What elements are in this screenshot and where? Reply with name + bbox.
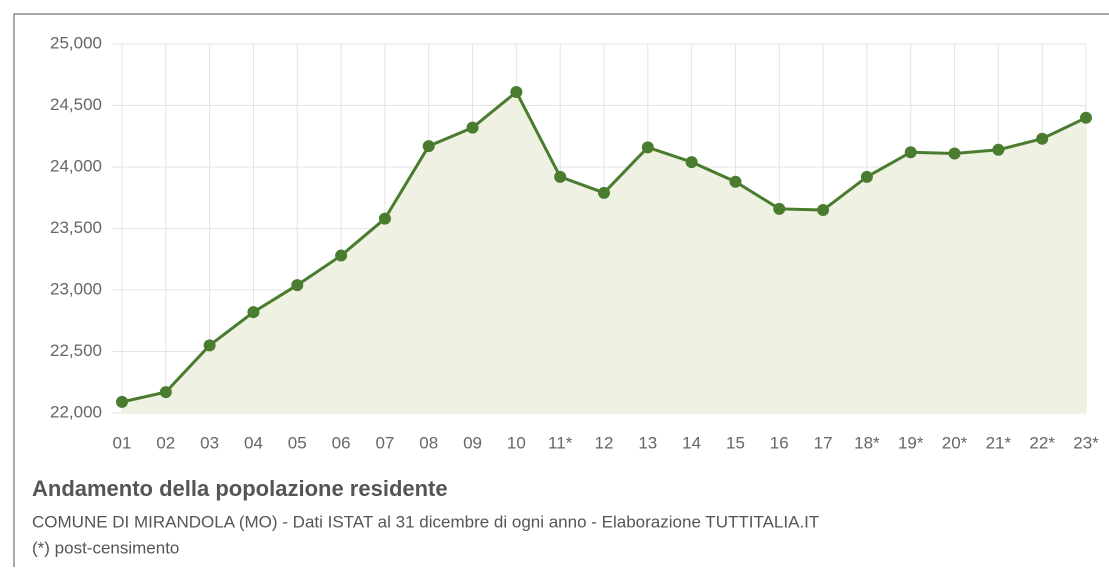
x-tick-label: 04	[244, 433, 263, 452]
point	[422, 140, 435, 153]
x-tick-label: 22*	[1029, 433, 1055, 452]
x-tick-label: 17	[814, 433, 833, 452]
x-tick-label: 16	[770, 433, 789, 452]
x-tick-label: 15	[726, 433, 745, 452]
y-tick-label: 25,000	[50, 33, 102, 52]
x-tick-label: 08	[419, 433, 438, 452]
point	[291, 279, 304, 292]
x-tick-label: 02	[156, 433, 175, 452]
x-tick-label: 09	[463, 433, 482, 452]
x-tick-label: 11*	[548, 433, 573, 452]
x-tick-label: 19*	[898, 433, 924, 452]
point	[510, 85, 523, 98]
x-tick-label: 01	[113, 433, 132, 452]
point	[466, 121, 479, 134]
point	[904, 146, 917, 159]
point	[1036, 132, 1049, 145]
point	[1080, 111, 1092, 124]
point	[641, 141, 654, 154]
y-tick-label: 22,500	[50, 341, 102, 360]
x-tick-label: 18*	[854, 433, 880, 452]
x-tick-label: 21*	[986, 433, 1012, 452]
y-tick-label: 23,500	[50, 218, 102, 237]
point	[598, 186, 610, 199]
point	[247, 306, 260, 319]
x-tick-label: 10	[507, 433, 526, 452]
point	[817, 204, 830, 217]
y-tick-label: 23,000	[50, 279, 102, 298]
point	[685, 156, 698, 169]
point	[729, 175, 742, 188]
point	[378, 212, 391, 225]
x-tick-label: 05	[288, 433, 307, 452]
point	[335, 249, 348, 262]
point	[203, 339, 216, 352]
chart-note: (*) post-censimento	[32, 538, 179, 557]
point	[554, 170, 567, 183]
chart-title: Andamento della popolazione residente	[32, 476, 448, 501]
point	[860, 170, 873, 183]
area	[122, 91, 1086, 413]
point	[159, 386, 172, 399]
x-tick-label: 14	[682, 433, 701, 452]
x-tick-label: 23*	[1073, 433, 1099, 452]
frame	[13, 13, 1109, 572]
point	[773, 202, 786, 215]
point	[948, 147, 961, 160]
point	[116, 395, 128, 408]
x-tick-label: 20*	[942, 433, 968, 452]
point	[992, 143, 1005, 156]
y-tick-label: 22,000	[50, 402, 102, 421]
y-tick-label: 24,000	[50, 156, 102, 175]
x-tick-label: 03	[200, 433, 219, 452]
x-tick-label: 07	[375, 433, 394, 452]
x-tick-label: 06	[332, 433, 351, 452]
x-tick-label: 12	[595, 433, 614, 452]
chart-subtitle: COMUNE DI MIRANDOLA (MO) - Dati ISTAT al…	[32, 512, 819, 531]
x-tick-label: 13	[638, 433, 657, 452]
y-tick-label: 24,500	[50, 95, 102, 114]
